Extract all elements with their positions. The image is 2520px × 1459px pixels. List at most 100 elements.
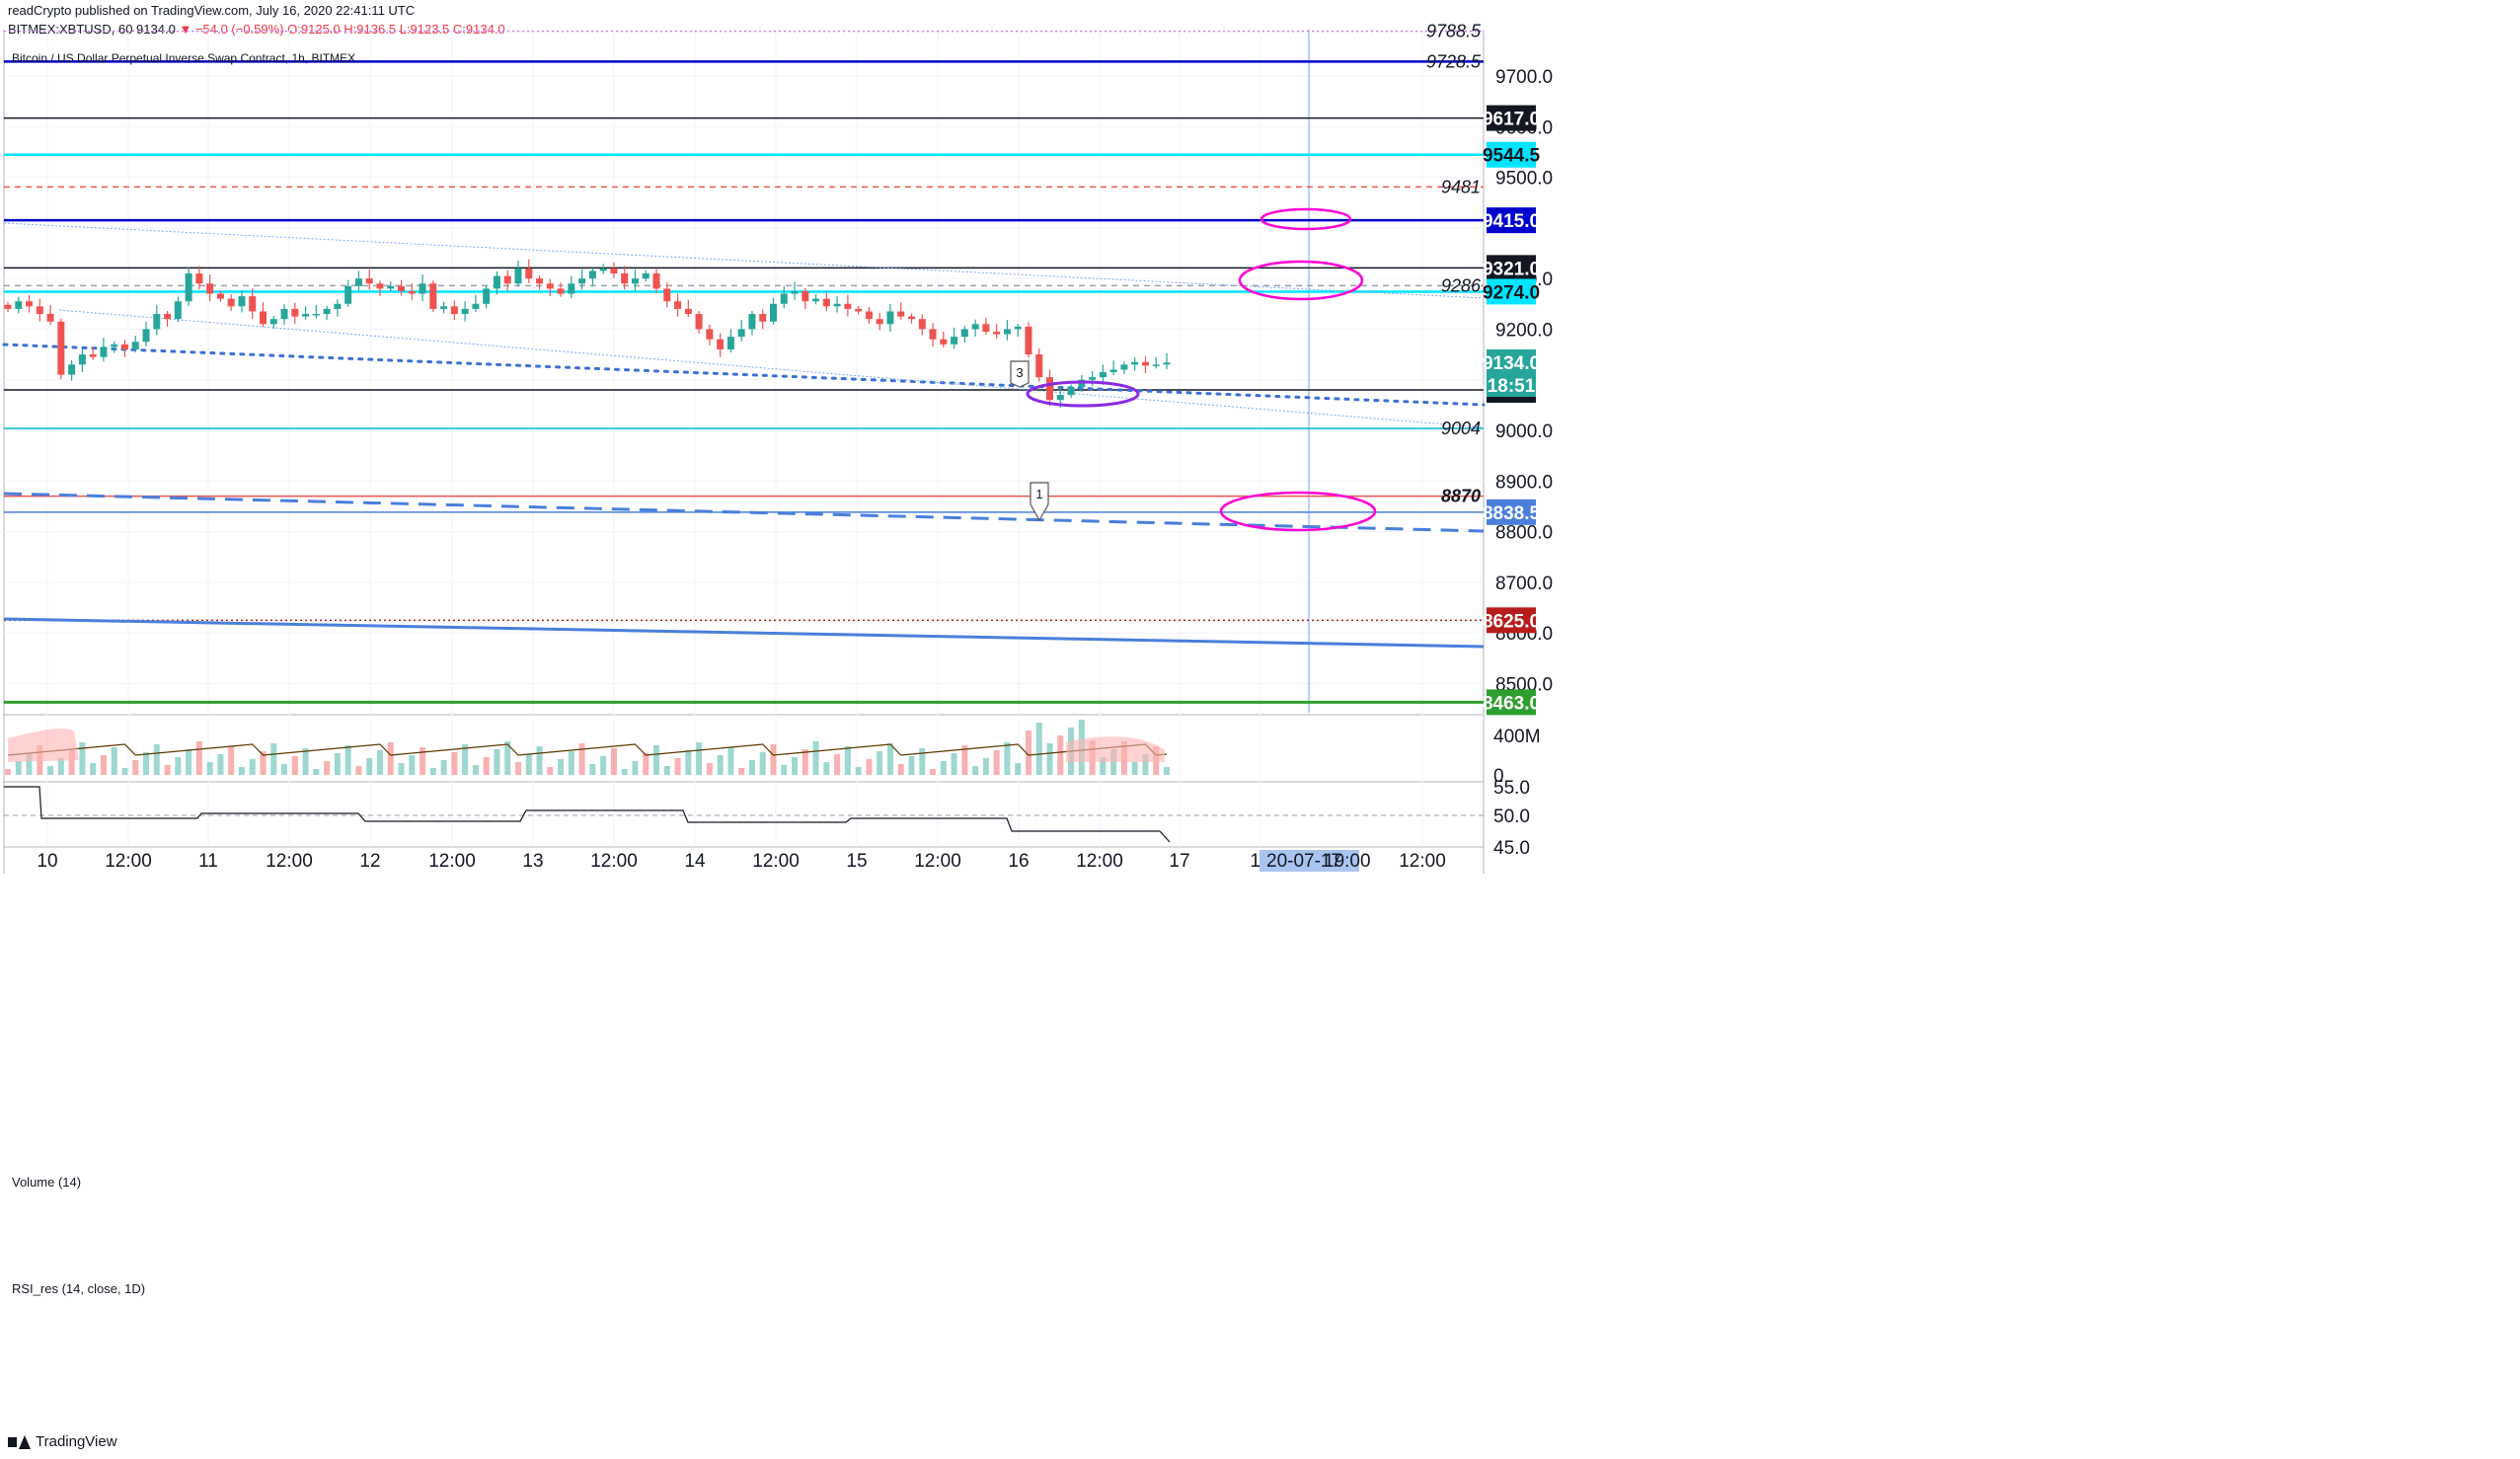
- volume-axis-label: 400M: [1493, 727, 1541, 747]
- volume-bar: [940, 761, 947, 775]
- price-tag: [1487, 607, 1536, 634]
- callout-label: 3: [1016, 365, 1023, 380]
- volume-bar: [621, 769, 628, 775]
- volume-label: Volume (14): [12, 1175, 82, 1190]
- callout-shape: [1010, 360, 1030, 388]
- volume-bar: [1142, 754, 1149, 775]
- volume-bar: [344, 745, 351, 775]
- candle-down: [557, 288, 565, 294]
- price-tag: [1487, 689, 1536, 716]
- candle-up: [886, 311, 894, 325]
- candle-up: [100, 346, 108, 357]
- volume-bar: [972, 766, 979, 775]
- candle-up: [960, 329, 968, 338]
- candle-down: [940, 339, 948, 345]
- volume-bar: [834, 754, 841, 775]
- candle-up: [1163, 362, 1171, 365]
- volume-bar: [877, 751, 883, 775]
- volume-bar: [738, 768, 745, 775]
- volume-bar: [462, 744, 469, 775]
- volume-bar: [759, 752, 766, 775]
- countdown-tag: [1487, 375, 1536, 397]
- price-change: ▼ −54.0 (−0.59%): [179, 22, 284, 37]
- candle-down: [536, 278, 544, 284]
- candle-down: [918, 319, 926, 330]
- symbol-interval: BITMEX:XBTUSD, 60: [8, 22, 133, 37]
- candle-down: [26, 301, 34, 307]
- candle-up: [769, 303, 777, 322]
- candle-down: [57, 321, 65, 375]
- annotations: 31: [1010, 207, 1377, 532]
- price-tag-label: 9544.5: [1483, 146, 1541, 167]
- volume-band: [1066, 736, 1165, 762]
- volume-bar: [1046, 743, 1053, 775]
- candle-up: [1078, 379, 1086, 388]
- volume-bar: [610, 748, 617, 775]
- y-tick-label: 8900.0: [1495, 472, 1553, 493]
- candle-down: [1046, 377, 1054, 401]
- candle-down: [1035, 354, 1043, 378]
- candle-up: [1131, 361, 1139, 365]
- volume-bar: [472, 765, 479, 775]
- last-price-tag: [1487, 349, 1536, 375]
- x-tick-label: 14: [684, 851, 706, 872]
- rsi-axis-label: 45.0: [1493, 838, 1530, 859]
- candle-up: [642, 273, 649, 279]
- highlight-ellipse: [1026, 380, 1140, 408]
- candle-down: [36, 306, 43, 315]
- price-tag: [1487, 499, 1536, 525]
- volume-bar: [281, 764, 288, 775]
- brand-label: TradingView: [36, 1433, 117, 1450]
- lower-channel-line: [58, 309, 1485, 428]
- volume-bar: [1164, 767, 1170, 775]
- volume-bar: [15, 761, 22, 775]
- horizontal-levels: [4, 30, 1484, 704]
- open-value: O:9125.0: [287, 22, 341, 37]
- x-tick-label: 16: [1008, 851, 1029, 872]
- volume-bar: [770, 744, 777, 775]
- candle-down: [865, 311, 873, 320]
- volume-bar: [717, 755, 724, 775]
- candle-down: [4, 304, 12, 309]
- volume-bar: [334, 753, 341, 775]
- candle-down: [89, 354, 97, 357]
- time-axis[interactable]: 10 12:00 11 12:00 12 12:00 13 12:00 14 12:00 15 12:…: [37, 850, 1446, 872]
- volume-bar: [897, 764, 904, 775]
- y-tick-label: 9700.0: [1495, 67, 1553, 88]
- y-tick-label: 9200.0: [1495, 320, 1553, 341]
- volume-bar: [249, 759, 256, 775]
- candle-up: [238, 296, 246, 307]
- candle-down: [706, 329, 714, 340]
- candle-up: [280, 308, 288, 320]
- x-tick-label: 12: [359, 851, 380, 872]
- candle-down: [855, 308, 863, 312]
- rsi-pane: 55.0 50.0 45.0: [4, 778, 1530, 859]
- volume-bar: [919, 748, 926, 775]
- volume-bar: [951, 753, 957, 775]
- price-tag: [1487, 141, 1536, 168]
- x-tick-label: 11: [198, 851, 218, 872]
- candle-down: [546, 283, 554, 289]
- price-tag-label: 9415.0: [1483, 211, 1540, 232]
- volume-bar: [663, 766, 670, 775]
- volume-bar: [589, 764, 596, 775]
- volume-bar: [5, 769, 11, 775]
- dashed-trendline: [3, 492, 1485, 533]
- candle-down: [663, 288, 671, 302]
- volume-bar: [1025, 730, 1031, 775]
- crosshair-date: 20-07-17: [1266, 851, 1341, 872]
- candle-up: [111, 344, 118, 347]
- volume-bar: [376, 750, 383, 775]
- candle-up: [312, 314, 320, 316]
- x-tick-label: 12:00: [590, 851, 638, 872]
- price-axis[interactable]: 9700.09600.09500.09300.09200.09000.08900…: [1426, 22, 1553, 716]
- candle-down: [908, 316, 916, 320]
- callout-marker: 1: [1030, 482, 1049, 522]
- rsi-line: [4, 786, 1171, 843]
- volume-bar: [387, 742, 394, 775]
- last-price: 9134.0: [136, 22, 176, 37]
- candle-up: [185, 273, 192, 302]
- volume-bar: [727, 747, 734, 775]
- volume-bar: [153, 744, 160, 775]
